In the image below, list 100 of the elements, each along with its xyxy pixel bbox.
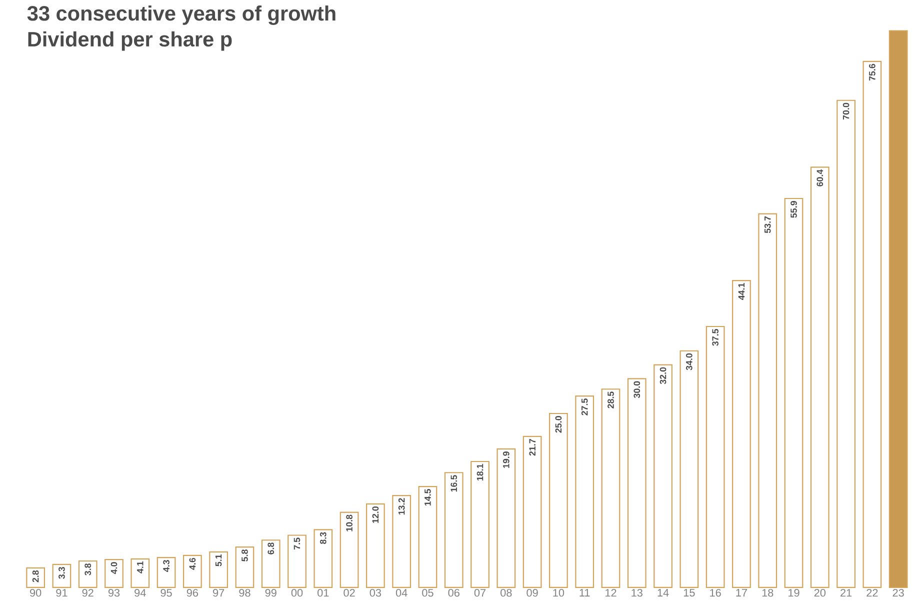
data-label: 53.7 (764, 216, 771, 233)
bar (261, 539, 280, 588)
x-tick-label: 19 (788, 588, 800, 597)
x-tick-label: 17 (736, 588, 747, 596)
data-label: 21.7 (529, 438, 536, 456)
data-label: 5.8 (242, 549, 248, 562)
data-label: 32.0 (660, 367, 666, 384)
data-label: 75.6 (869, 64, 876, 80)
bar (654, 364, 672, 588)
bar (522, 436, 542, 588)
data-label: 14.5 (424, 488, 431, 506)
x-tick-label: 09 (526, 588, 538, 597)
bar (496, 448, 516, 588)
bar (52, 564, 72, 588)
bar (549, 412, 568, 588)
data-label: 4.6 (189, 558, 196, 570)
bar (732, 280, 751, 588)
data-label: 4.0 (110, 562, 118, 574)
data-label: 19.9 (503, 451, 510, 468)
x-tick-label: 01 (318, 588, 329, 597)
data-label: 28.5 (608, 391, 614, 408)
data-label: 3.3 (58, 566, 65, 579)
data-label: 5.1 (215, 554, 222, 566)
data-label: 37.5 (712, 328, 718, 346)
bar (288, 534, 306, 588)
data-label: 44.1 (738, 282, 745, 300)
data-label: 18.1 (476, 464, 484, 480)
bar (706, 326, 725, 588)
data-label: 4.1 (137, 561, 144, 574)
bar (340, 512, 359, 588)
bar (314, 528, 333, 588)
bar (444, 472, 464, 588)
chart-title: 33 consecutive years of growth (27, 5, 336, 25)
data-label: 55.9 (790, 200, 797, 218)
x-tick-label: 96 (186, 588, 198, 597)
x-tick-label: 18 (762, 588, 774, 597)
data-label: 25.0 (555, 416, 562, 433)
bar (784, 198, 804, 588)
bar (235, 546, 254, 588)
bar (627, 378, 646, 588)
bar (209, 551, 228, 588)
bar (601, 388, 620, 588)
x-tick-label: 08 (500, 588, 512, 597)
x-tick-label: 13 (632, 588, 642, 597)
bar (888, 30, 908, 588)
data-label: 70.0 (842, 102, 850, 120)
x-tick-label: 23 (892, 588, 904, 597)
x-tick-label: 99 (265, 588, 276, 597)
data-label: 8.3 (320, 532, 326, 544)
data-label: 7.5 (294, 538, 300, 550)
bar (392, 494, 412, 588)
bar (810, 166, 830, 588)
x-tick-label: 97 (213, 588, 224, 597)
x-tick-label: 11 (580, 588, 590, 596)
bar (78, 560, 98, 588)
bar (156, 556, 176, 588)
bar (680, 350, 699, 588)
x-tick-label: 14 (658, 588, 669, 596)
bar (758, 213, 778, 588)
bar (182, 554, 202, 588)
x-tick-label: 05 (422, 588, 434, 597)
x-tick-label: 94 (134, 588, 146, 597)
data-label: 30.0 (634, 381, 640, 398)
x-tick-label: 02 (344, 588, 355, 597)
x-tick-label: 98 (239, 588, 250, 597)
data-label: 2.8 (32, 570, 39, 582)
data-label: 10.8 (346, 514, 352, 532)
bar (418, 486, 438, 588)
x-tick-label: 20 (814, 588, 826, 597)
x-tick-label: 12 (606, 588, 616, 596)
x-tick-label: 04 (396, 588, 408, 597)
x-tick-label: 03 (370, 588, 382, 597)
x-tick-label: 07 (474, 588, 486, 597)
x-tick-label: 22 (866, 588, 878, 596)
data-label: 27.5 (581, 398, 588, 416)
x-tick-label: 06 (448, 588, 460, 597)
bar (130, 558, 150, 588)
x-tick-label: 16 (710, 588, 721, 597)
x-tick-label: 93 (108, 588, 120, 597)
bar (366, 503, 385, 588)
x-tick-label: 15 (684, 588, 695, 596)
x-tick-label: 90 (30, 588, 42, 597)
bar (836, 100, 856, 588)
x-tick-label: 91 (56, 588, 68, 597)
bar (26, 567, 46, 588)
data-label: 4.3 (163, 560, 170, 572)
bar (470, 460, 490, 588)
data-label: 34.0 (686, 353, 692, 370)
data-label: 6.8 (268, 542, 274, 554)
bar (575, 395, 594, 588)
x-tick-label: 10 (553, 588, 564, 597)
bar (104, 558, 124, 588)
data-label: 3.8 (84, 563, 92, 576)
x-tick-label: 00 (291, 588, 303, 597)
data-label: 13.2 (398, 498, 405, 514)
data-label: 16.5 (450, 474, 458, 492)
x-tick-label: 95 (160, 588, 172, 597)
x-tick-label: 92 (82, 588, 94, 597)
data-label: 60.4 (816, 169, 824, 186)
bar (862, 60, 882, 588)
